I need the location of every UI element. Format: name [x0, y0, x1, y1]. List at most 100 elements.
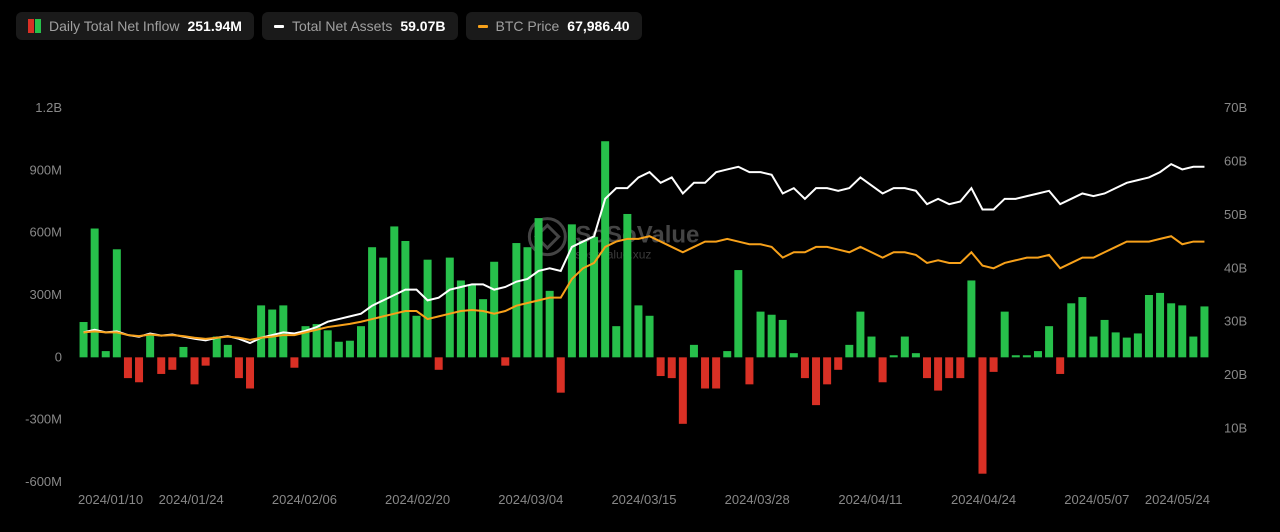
bar	[124, 357, 132, 378]
bar	[557, 357, 565, 392]
svg-text:300M: 300M	[29, 287, 62, 302]
svg-text:2024/03/15: 2024/03/15	[611, 492, 676, 507]
bar	[690, 345, 698, 357]
bar	[390, 226, 398, 357]
legend-value-inflow: 251.94M	[187, 18, 241, 34]
legend-item-inflow[interactable]: Daily Total Net Inflow 251.94M	[16, 12, 254, 40]
swatch-price	[478, 25, 488, 28]
svg-text:900M: 900M	[29, 162, 62, 177]
legend-bar: Daily Total Net Inflow 251.94M Total Net…	[0, 0, 1280, 52]
bar	[956, 357, 964, 378]
bar	[657, 357, 665, 376]
bar	[146, 334, 154, 357]
svg-text:2024/03/28: 2024/03/28	[725, 492, 790, 507]
bar	[912, 353, 920, 357]
bar	[235, 357, 243, 378]
bar	[335, 342, 343, 358]
svg-text:600M: 600M	[29, 225, 62, 240]
bar	[745, 357, 753, 384]
bar	[168, 357, 176, 369]
svg-text:1.2B: 1.2B	[35, 100, 62, 115]
bar	[290, 357, 298, 367]
legend-item-price[interactable]: BTC Price 67,986.40	[466, 12, 642, 40]
bar	[1045, 326, 1053, 357]
bar	[890, 355, 898, 357]
svg-text:2024/04/24: 2024/04/24	[951, 492, 1016, 507]
svg-text:10B: 10B	[1224, 421, 1247, 436]
bar	[1089, 337, 1097, 358]
bar	[845, 345, 853, 357]
bar	[834, 357, 842, 369]
bar	[967, 280, 975, 357]
bar	[812, 357, 820, 405]
bar	[435, 357, 443, 369]
bar	[501, 357, 509, 365]
bar	[801, 357, 809, 378]
bar	[712, 357, 720, 388]
legend-value-price: 67,986.40	[567, 18, 629, 34]
bar	[1112, 332, 1120, 357]
bar	[202, 357, 210, 365]
svg-text:2024/05/24: 2024/05/24	[1145, 492, 1210, 507]
svg-text:2024/02/06: 2024/02/06	[272, 492, 337, 507]
bar	[634, 305, 642, 357]
chart-area: -600M-300M0300M600M900M1.2B10B20B30B40B5…	[0, 58, 1280, 532]
bar	[546, 291, 554, 357]
bar	[1189, 337, 1197, 358]
bar	[379, 258, 387, 358]
bar	[978, 357, 986, 473]
bar	[1178, 305, 1186, 357]
bar	[279, 305, 287, 357]
bar	[945, 357, 953, 378]
svg-text:-600M: -600M	[25, 474, 62, 489]
bar	[934, 357, 942, 390]
bar	[1101, 320, 1109, 357]
bar	[179, 347, 187, 357]
bar	[923, 357, 931, 378]
legend-label-inflow: Daily Total Net Inflow	[49, 18, 179, 34]
bar	[1034, 351, 1042, 357]
bar	[568, 224, 576, 357]
bar	[790, 353, 798, 357]
bar	[224, 345, 232, 357]
bar	[1167, 303, 1175, 357]
svg-text:2024/04/11: 2024/04/11	[838, 492, 902, 507]
bar	[424, 260, 432, 358]
bar	[646, 316, 654, 358]
bar	[856, 312, 864, 358]
legend-label-assets: Total Net Assets	[292, 18, 392, 34]
bar	[479, 299, 487, 357]
bar	[901, 337, 909, 358]
bar	[113, 249, 121, 357]
bar	[157, 357, 165, 374]
svg-text:30B: 30B	[1224, 314, 1247, 329]
bar	[91, 229, 99, 358]
svg-text:2024/01/10: 2024/01/10	[78, 492, 143, 507]
bar	[1078, 297, 1086, 357]
bar	[446, 258, 454, 358]
bar	[191, 357, 199, 384]
bar	[257, 305, 265, 357]
bar	[579, 241, 587, 357]
svg-text:20B: 20B	[1224, 367, 1247, 382]
svg-text:2024/01/24: 2024/01/24	[159, 492, 224, 507]
bar	[357, 326, 365, 357]
bar	[879, 357, 887, 382]
swatch-assets	[274, 25, 284, 28]
bar	[368, 247, 376, 357]
bar	[346, 341, 354, 358]
svg-text:-300M: -300M	[25, 412, 62, 427]
bar	[102, 351, 110, 357]
bar	[868, 337, 876, 358]
bar	[668, 357, 676, 378]
svg-text:60B: 60B	[1224, 153, 1247, 168]
bar	[1145, 295, 1153, 357]
bar	[679, 357, 687, 423]
bar	[246, 357, 254, 388]
bar	[1012, 355, 1020, 357]
legend-item-assets[interactable]: Total Net Assets 59.07B	[262, 12, 458, 40]
bar	[768, 315, 776, 358]
bar	[612, 326, 620, 357]
combo-chart: -600M-300M0300M600M900M1.2B10B20B30B40B5…	[0, 58, 1280, 532]
bar	[490, 262, 498, 358]
